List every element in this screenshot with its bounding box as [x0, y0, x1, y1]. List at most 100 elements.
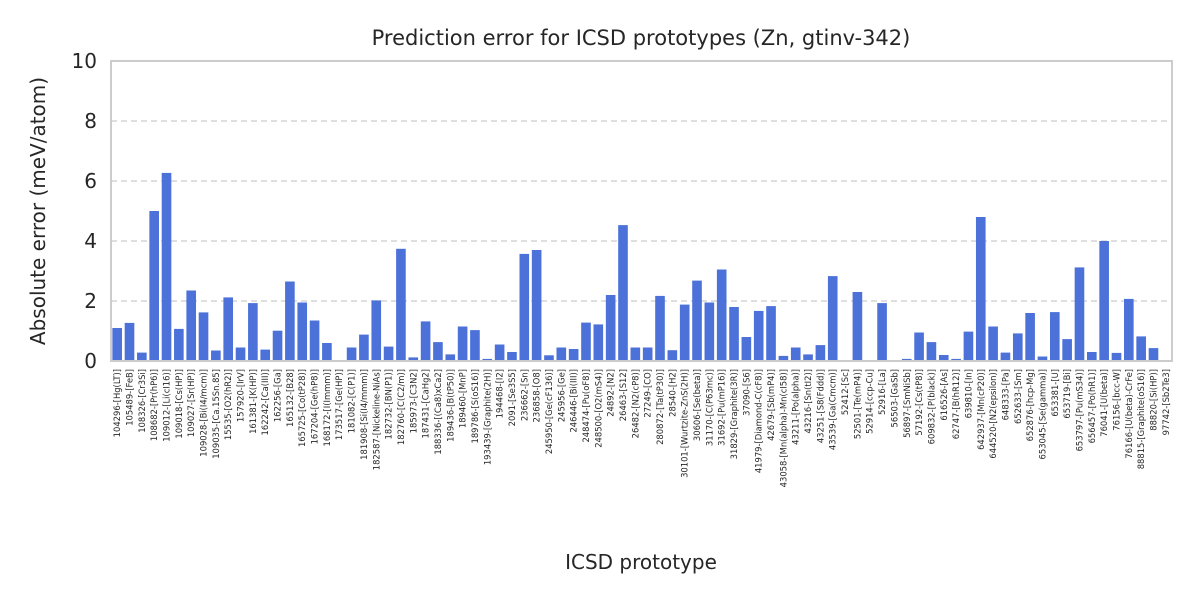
- x-tick-label: 88820-[Si(HP)]: [1148, 369, 1158, 431]
- bar: [975, 217, 986, 361]
- x-tick-label: 246446-[Bi(III)]: [569, 369, 579, 433]
- x-tick-label: 185973-[C3N2]: [408, 369, 418, 433]
- x-tick-label: 162256-[Ga]: [273, 369, 283, 422]
- x-tick-label: 76166-[U(beta)-CrFe]: [1124, 369, 1134, 459]
- x-tick-label: 43216-[Sn(tI2)]: [803, 369, 813, 433]
- bar: [753, 310, 764, 361]
- bar: [346, 347, 357, 361]
- bar: [766, 306, 776, 361]
- x-tick-label: 97742-[Sb2Te3]: [1161, 369, 1171, 435]
- bar: [1012, 333, 1023, 361]
- x-tick-label: 24892-[N2]: [606, 369, 616, 417]
- bar: [877, 303, 887, 361]
- bar: [186, 290, 197, 361]
- x-tick-label: 161381-[K(HP)]: [248, 369, 258, 434]
- x-tick-label: 236662-[Sn]: [519, 369, 529, 421]
- bar: [1124, 298, 1134, 361]
- bar: [161, 172, 172, 361]
- bar: [285, 281, 295, 361]
- x-tick-label: 188336-[(Ca8)xCa2]: [433, 369, 443, 455]
- bar: [507, 352, 517, 361]
- bar: [137, 352, 147, 361]
- chart-title: Prediction error for ICSD prototypes (Zn…: [372, 26, 911, 50]
- x-tick-label: 26482-[N2(cP8)]: [630, 369, 640, 438]
- x-tick-label: 104296-[Hg(LT)]: [112, 369, 122, 437]
- plot-frame: [110, 60, 1173, 362]
- bar: [112, 328, 122, 361]
- x-tick-label: 43251-[S8(Fddd)]: [815, 369, 825, 443]
- x-tick-label: 108326-[Cr3Si]: [137, 369, 147, 433]
- bar: [988, 326, 998, 361]
- x-tick-label: 15535-[O2(hR2)]: [223, 369, 233, 440]
- x-tick-label: 109027-[Sr(HP)]: [186, 369, 196, 437]
- bar: [248, 303, 258, 361]
- x-tick-label: 43539-[Ga(Cmcm)]: [828, 369, 838, 450]
- x-tick-label: 2091-[Se3S5]: [507, 369, 517, 426]
- x-tick-label: 30606-[Se(beta)]: [692, 369, 702, 441]
- x-tick-label: 167204-[Ge(hP8)]: [310, 369, 320, 444]
- x-tick-label: 52412-[Sc]: [840, 369, 850, 415]
- x-tick-label: 30101-[Wurtzite-ZnS(2H)]: [680, 369, 690, 478]
- y-tick-labels: 0 2 4 6 8 10: [72, 49, 97, 373]
- bar: [642, 347, 653, 361]
- bar: [951, 358, 961, 361]
- x-tick-label: 109028-[Bi(I4/mcm)]: [199, 369, 209, 457]
- bar: [1099, 241, 1109, 361]
- x-tick-label: 162242-[Ca(III)]: [260, 369, 270, 435]
- bar: [852, 292, 863, 361]
- x-tick-label: 76041-[U(beta)]: [1099, 369, 1109, 437]
- bar: [667, 350, 678, 361]
- bar: [457, 326, 468, 361]
- bar: [445, 354, 456, 361]
- bar: [371, 300, 382, 361]
- bar: [716, 269, 727, 361]
- x-tick-label: 653719-[Bi]: [1062, 369, 1072, 419]
- x-tick-label: 57192-[Cs(tP8)]: [914, 369, 924, 436]
- x-tick-label: 642937-[Mn(cP20)]: [976, 369, 986, 450]
- x-tick-label: 42679-[Sb(mP4)]: [766, 369, 776, 441]
- x-tick-label: 653381-[U]: [1050, 369, 1060, 417]
- x-tick-label: 653797-[Pu(mS34)]: [1074, 369, 1084, 451]
- x-tick-label: 173517-[Ge(HP)]: [334, 369, 344, 440]
- bar: [470, 330, 480, 361]
- bar: [963, 331, 974, 361]
- x-tick-label: 165132-[B28]: [285, 369, 295, 427]
- bar: [420, 321, 431, 361]
- bar: [803, 354, 813, 361]
- bar: [223, 297, 234, 361]
- x-tick-label: 236858-[O8]: [532, 369, 542, 422]
- bar: [605, 295, 616, 361]
- x-tick-labels: 104296-[Hg(LT)] 105489-[FeB] 108326-[Cr3Si…: [112, 369, 1171, 487]
- bars: [112, 172, 1159, 361]
- bar: [433, 342, 443, 361]
- x-tick-label: 56897-[SmNiSb]: [902, 369, 912, 438]
- x-tick-label: 182760-[C(C2/m)]: [396, 369, 406, 445]
- x-tick-label: 109018-[Cs(HP)]: [174, 369, 184, 439]
- bar: [938, 355, 949, 361]
- x-tick-label: 181908-[Si(I4/mmm)]: [359, 369, 369, 460]
- bar: [198, 312, 209, 361]
- bar: [926, 342, 937, 361]
- bar: [383, 346, 394, 361]
- bar: [482, 358, 493, 361]
- bar: [778, 355, 789, 361]
- bar: [544, 355, 554, 361]
- bar: [297, 302, 308, 361]
- y-tick-label: 4: [84, 229, 97, 253]
- bar: [704, 302, 715, 361]
- bar: [124, 322, 135, 361]
- x-tick-label: 26463-[S12]: [618, 369, 628, 421]
- bar: [655, 295, 665, 361]
- bar: [408, 357, 419, 361]
- x-tick-label: 43211-[Po(alpha)]: [791, 369, 801, 445]
- y-axis-label: Absolute error (meV/atom): [26, 77, 50, 345]
- x-tick-label: 182587-[Nickeline-NiAs]: [371, 369, 381, 470]
- x-tick-label: 189460-[MnP]: [458, 369, 468, 428]
- x-tick-label: 37090-[S6]: [741, 369, 751, 416]
- bar: [260, 349, 271, 361]
- x-tick-label: 648333-[Pa]: [1000, 369, 1010, 420]
- y-tick-label: 2: [84, 289, 97, 313]
- x-tick-label: 245950-[Ge(cF136)]: [544, 369, 554, 454]
- bar: [914, 332, 924, 361]
- x-tick-label: 52501-[Te(mP4)]: [852, 369, 862, 439]
